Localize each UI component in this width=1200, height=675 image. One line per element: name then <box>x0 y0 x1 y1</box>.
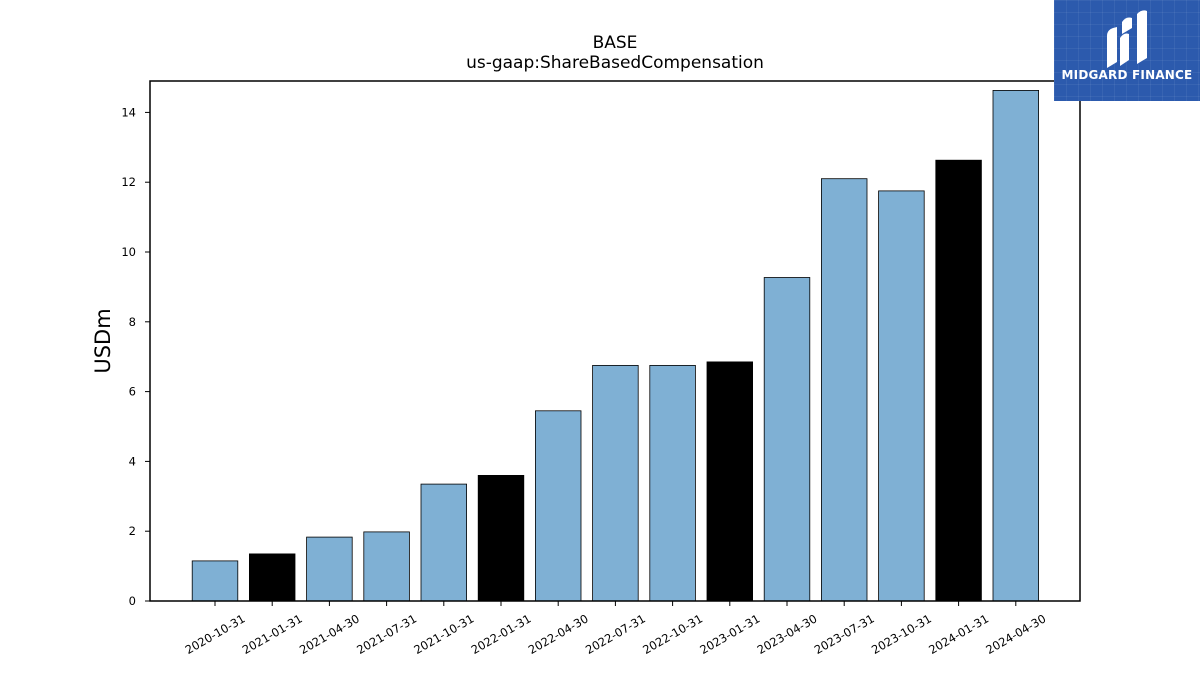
x-tick-label: 2020-10-31 <box>183 611 248 657</box>
x-tick-label: 2022-07-31 <box>583 611 648 657</box>
y-tick-label: 4 <box>129 454 136 468</box>
bar-2020-10-31 <box>191 560 239 602</box>
bar-2023-07-31 <box>821 178 868 602</box>
x-tick-label: 2022-04-30 <box>526 611 591 657</box>
y-tick-label: 2 <box>129 524 136 538</box>
bar-2023-01-31 <box>706 361 753 602</box>
y-tick-label: 10 <box>121 245 136 259</box>
bar-2021-10-31 <box>420 483 467 602</box>
bar-2021-04-30 <box>306 536 353 602</box>
bar-2022-01-31 <box>477 474 525 602</box>
y-axis-label: USDm <box>91 308 115 373</box>
plot-frame <box>149 80 1081 602</box>
chart-title: BASE <box>593 33 638 53</box>
bar-2022-07-31 <box>592 364 639 602</box>
bar-2022-10-31 <box>649 364 696 602</box>
bar-2024-04-30 <box>992 90 1039 602</box>
x-tick-label: 2022-10-31 <box>640 611 705 657</box>
y-tick-label: 14 <box>121 105 136 119</box>
bar-2021-01-31 <box>248 553 296 602</box>
y-tick-label: 6 <box>129 385 136 399</box>
x-tick-label: 2023-01-31 <box>697 611 762 657</box>
x-tick-label: 2021-04-30 <box>297 611 362 657</box>
bar-2021-07-31 <box>363 531 410 602</box>
bar-2023-04-30 <box>763 277 811 602</box>
x-tick-label: 2021-10-31 <box>411 611 476 657</box>
bars <box>191 90 1039 602</box>
x-tick-label: 2023-04-30 <box>755 611 820 657</box>
chart-subtitle: us-gaap:ShareBasedCompensation <box>466 53 764 73</box>
x-tick-label: 2024-04-30 <box>983 611 1048 657</box>
y-tick-label: 12 <box>121 175 136 189</box>
y-tick-label: 8 <box>129 315 136 329</box>
bar-2023-10-31 <box>878 190 925 602</box>
x-tick-label: 2022-01-31 <box>469 611 534 657</box>
logo-mark-icon <box>1107 10 1147 68</box>
midgard-finance-logo: MIDGARD FINANCE <box>1054 0 1200 101</box>
x-tick-label: 2024-01-31 <box>926 611 991 657</box>
y-axis: 0 2 4 6 8 10 12 14 <box>121 105 150 608</box>
x-axis: 2020-10-312021-01-312021-04-302021-07-31… <box>183 601 1048 657</box>
x-tick-label: 2021-01-31 <box>240 611 305 657</box>
bar-2022-04-30 <box>535 410 582 602</box>
logo-text: MIDGARD FINANCE <box>1061 68 1193 82</box>
y-tick-label: 0 <box>129 594 136 608</box>
x-tick-label: 2023-07-31 <box>812 611 877 657</box>
bar-2024-01-31 <box>935 159 982 602</box>
x-tick-label: 2021-07-31 <box>354 611 419 657</box>
x-tick-label: 2023-10-31 <box>869 611 934 657</box>
